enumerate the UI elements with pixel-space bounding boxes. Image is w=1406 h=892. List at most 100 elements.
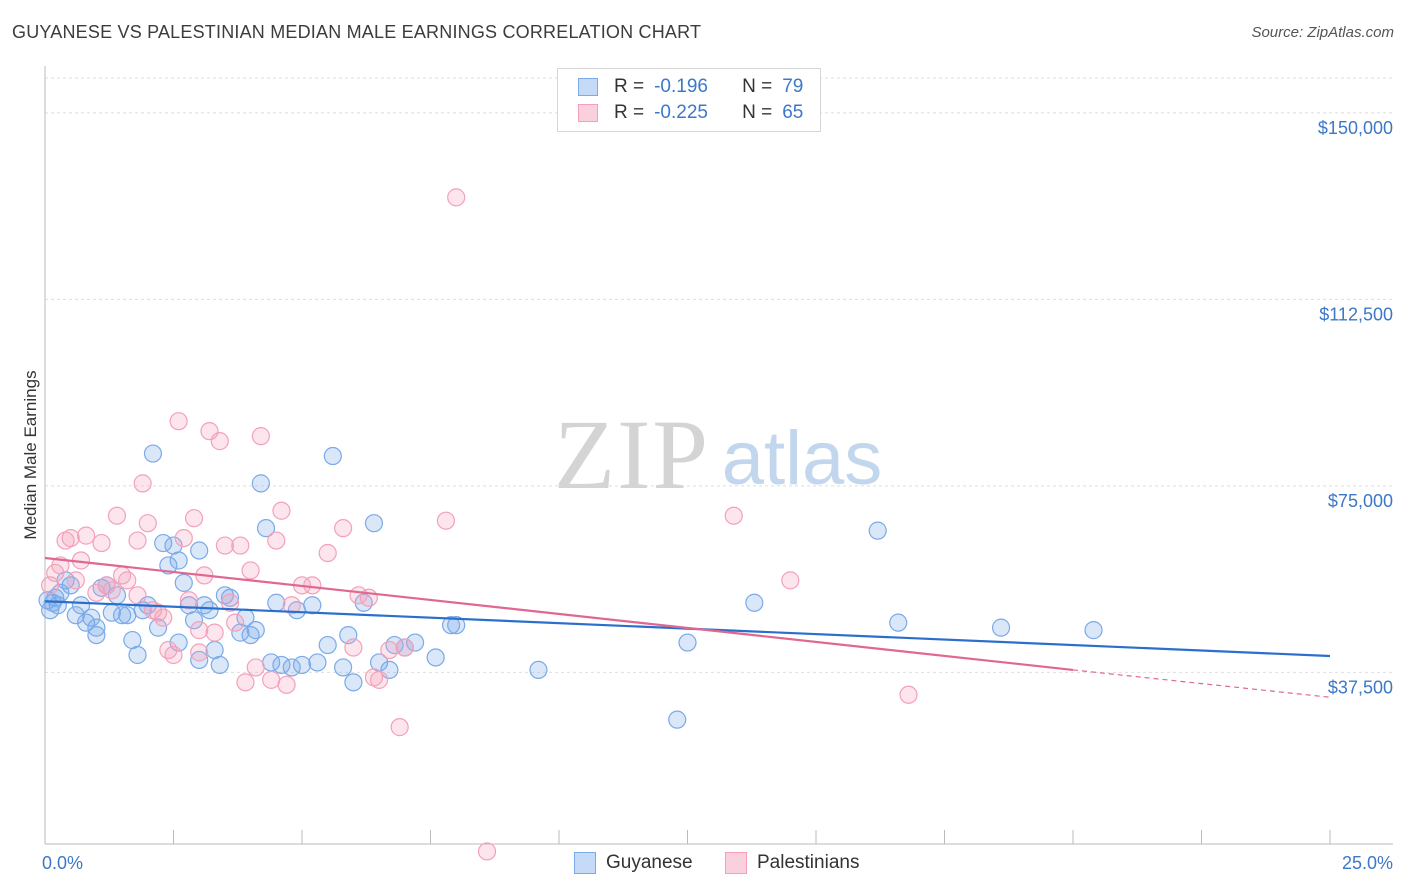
series-legend-guyanese[interactable]: Guyanese <box>574 852 693 874</box>
chart-title: GUYANESE VS PALESTINIAN MEDIAN MALE EARN… <box>12 22 702 42</box>
point-palestinians <box>390 718 409 737</box>
point-palestinians <box>138 514 157 533</box>
point-guyanese <box>246 621 265 640</box>
data-points <box>38 188 1103 861</box>
point-palestinians <box>781 571 800 590</box>
series-legend-label: Guyanese <box>606 852 693 873</box>
point-palestinians <box>447 188 466 207</box>
point-palestinians <box>262 670 281 689</box>
point-guyanese <box>529 660 548 680</box>
series-legend: Guyanese Palestinians <box>0 852 1406 876</box>
point-guyanese <box>251 474 270 493</box>
point-palestinians <box>334 519 353 538</box>
point-guyanese <box>148 618 168 637</box>
legend-swatch-palestinians <box>578 104 598 122</box>
point-guyanese <box>112 606 132 625</box>
point-palestinians <box>118 571 137 590</box>
trend-lines <box>44 556 1331 698</box>
point-palestinians <box>246 658 265 677</box>
point-palestinians <box>97 576 116 595</box>
point-guyanese <box>267 593 286 612</box>
point-guyanese <box>318 635 337 655</box>
point-palestinians <box>159 640 178 660</box>
point-palestinians <box>179 591 199 610</box>
point-palestinians <box>107 506 127 525</box>
point-guyanese <box>174 573 193 592</box>
series-swatch-palestinians <box>725 852 747 874</box>
watermark: ZIP atlas <box>554 399 882 510</box>
point-palestinians <box>77 526 96 545</box>
point-guyanese <box>220 588 240 607</box>
y-tick-label: $75,000 <box>1328 491 1393 511</box>
point-guyanese <box>143 444 163 463</box>
point-guyanese <box>868 521 887 540</box>
point-palestinians <box>267 531 286 550</box>
legend-n-label: N = <box>742 102 773 123</box>
point-palestinians <box>66 571 85 590</box>
y-axis-label: Median Male Earnings <box>21 370 40 539</box>
point-palestinians <box>272 501 291 520</box>
legend-swatch-guyanese <box>578 78 598 96</box>
point-guyanese <box>184 611 204 630</box>
point-guyanese <box>210 655 229 675</box>
point-guyanese <box>256 519 276 538</box>
point-palestinians <box>251 427 270 446</box>
legend-row-palestinians: R = -0.225 N = 65 <box>578 102 803 124</box>
point-palestinians <box>128 586 147 605</box>
point-palestinians <box>102 581 121 600</box>
tick-labels: $37,500 $75,000 $112,500 $150,000 0.0% 25.0% <box>42 118 1393 873</box>
point-palestinians <box>236 673 255 692</box>
y-tick-label: $37,500 <box>1328 677 1393 697</box>
point-guyanese <box>71 596 91 615</box>
point-guyanese <box>190 650 209 670</box>
point-palestinians <box>724 506 743 525</box>
trend-extension-palestinians <box>1072 669 1331 698</box>
point-palestinians <box>164 645 183 665</box>
point-palestinians <box>477 842 497 861</box>
point-guyanese <box>159 556 178 575</box>
x-tick-label: 0.0% <box>42 853 83 873</box>
legend-n-value: 79 <box>782 76 804 97</box>
x-tick-label: 25.0% <box>1342 853 1393 873</box>
point-guyanese <box>190 541 209 560</box>
point-guyanese <box>87 618 106 637</box>
source-label: Source: ZipAtlas.com <box>1251 24 1394 41</box>
point-guyanese <box>668 710 687 729</box>
point-guyanese <box>405 633 425 652</box>
point-palestinians <box>395 638 414 657</box>
point-guyanese <box>292 655 312 675</box>
watermark-zip: ZIP <box>554 399 710 510</box>
point-palestinians <box>282 596 301 615</box>
point-palestinians <box>318 543 337 563</box>
point-guyanese <box>66 606 85 625</box>
point-guyanese <box>426 648 445 667</box>
point-guyanese <box>889 613 908 632</box>
point-guyanese <box>1084 621 1103 640</box>
point-palestinians <box>61 528 80 548</box>
legend-r-value: -0.196 <box>654 76 708 97</box>
point-palestinians <box>190 621 209 640</box>
point-palestinians <box>210 432 229 451</box>
point-palestinians <box>174 528 193 548</box>
point-guyanese <box>61 576 80 595</box>
point-guyanese <box>77 613 96 632</box>
point-palestinians <box>277 675 296 694</box>
legend-row-guyanese: R = -0.196 N = 79 <box>578 76 803 98</box>
point-palestinians <box>169 412 188 431</box>
point-palestinians <box>154 608 173 627</box>
point-guyanese <box>991 618 1011 637</box>
y-tick-label: $112,500 <box>1319 304 1393 324</box>
point-guyanese <box>308 653 327 672</box>
point-guyanese <box>41 601 60 620</box>
watermark-atlas: atlas <box>722 416 883 501</box>
point-guyanese <box>447 616 466 635</box>
point-palestinians <box>436 511 456 530</box>
gridlines <box>45 77 1395 673</box>
legend-n-value: 65 <box>782 102 804 123</box>
point-palestinians <box>344 638 363 657</box>
point-guyanese <box>200 601 219 620</box>
point-palestinians <box>226 613 245 632</box>
series-legend-palestinians[interactable]: Palestinians <box>725 852 859 874</box>
point-guyanese <box>441 616 461 635</box>
